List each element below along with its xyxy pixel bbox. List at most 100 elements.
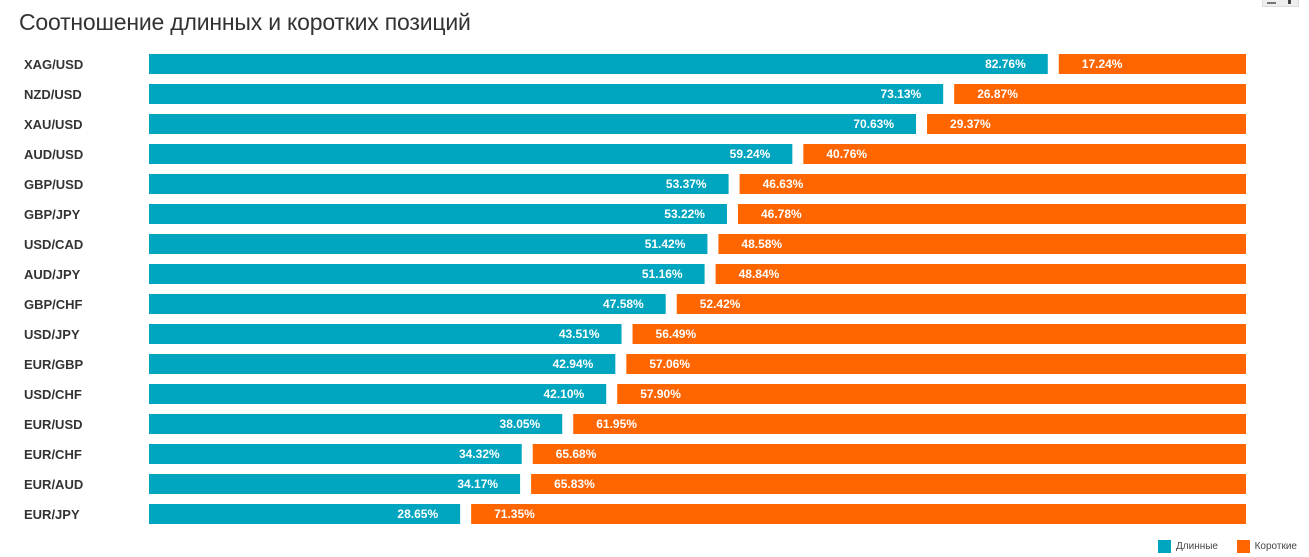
bar-short[interactable] [803, 144, 1246, 164]
bar-long[interactable] [149, 234, 708, 254]
data-label-long: 43.51% [559, 327, 600, 341]
bar-short[interactable] [532, 444, 1246, 464]
bar-row: AUD/USD 59.24% 40.76% [24, 144, 1246, 164]
bar-short[interactable] [737, 204, 1246, 224]
data-label-short: 65.68% [556, 447, 597, 461]
bar-row: USD/JPY 43.51% 56.49% [24, 324, 1246, 344]
bar-long[interactable] [149, 54, 1048, 74]
bar-short[interactable] [573, 414, 1246, 434]
bar-long[interactable] [149, 414, 563, 434]
bar-row: NZD/USD 73.13% 26.87% [24, 84, 1246, 104]
data-label-long: 47.58% [603, 297, 644, 311]
data-label-short: 57.06% [649, 357, 690, 371]
bar-long[interactable] [149, 354, 616, 374]
bar-row: EUR/GBP 42.94% 57.06% [24, 354, 1246, 374]
minimize-button[interactable] [1263, 0, 1280, 6]
legend-label-short: Короткие [1254, 540, 1297, 552]
bar-short[interactable] [632, 324, 1246, 344]
data-label-long: 70.63% [853, 117, 894, 131]
bar-long[interactable] [149, 474, 521, 494]
bar-long[interactable] [149, 264, 705, 284]
menu-icon [1288, 0, 1291, 4]
bar-short[interactable] [676, 294, 1246, 314]
category-label: XAU/USD [24, 117, 83, 132]
data-label-long: 28.65% [397, 507, 438, 521]
bar-row: GBP/JPY 53.22% 46.78% [24, 204, 1246, 224]
data-label-short: 61.95% [596, 417, 637, 431]
bar-long[interactable] [149, 324, 622, 344]
data-label-short: 48.84% [739, 267, 780, 281]
bar-row: EUR/JPY 28.65% 71.35% [24, 504, 1246, 524]
bar-long[interactable] [149, 114, 917, 134]
data-label-long: 82.76% [985, 57, 1026, 71]
category-label: EUR/GBP [24, 357, 84, 372]
category-label: GBP/CHF [24, 297, 83, 312]
bar-short[interactable] [1058, 54, 1246, 74]
category-label: USD/CHF [24, 387, 82, 402]
bar-short[interactable] [927, 114, 1246, 134]
bar-long[interactable] [149, 384, 607, 404]
data-label-short: 46.78% [761, 207, 802, 221]
data-label-short: 57.90% [640, 387, 681, 401]
data-label-short: 71.35% [494, 507, 535, 521]
bar-short[interactable] [617, 384, 1246, 404]
category-label: GBP/JPY [24, 207, 81, 222]
bar-short[interactable] [715, 264, 1246, 284]
legend-swatch-short [1236, 539, 1250, 553]
bar-long[interactable] [149, 204, 727, 224]
bar-short[interactable] [531, 474, 1246, 494]
chart-toolbar [1262, 0, 1299, 7]
data-label-long: 51.16% [642, 267, 683, 281]
legend-item-long[interactable]: Длинные [1158, 539, 1218, 553]
bar-short[interactable] [954, 84, 1246, 104]
bar-row: EUR/USD 38.05% 61.95% [24, 414, 1246, 434]
legend-item-short[interactable]: Короткие [1236, 539, 1297, 553]
category-label: GBP/USD [24, 177, 83, 192]
data-label-long: 42.94% [553, 357, 594, 371]
data-label-short: 29.37% [950, 117, 991, 131]
bar-short[interactable] [626, 354, 1246, 374]
bar-row: XAG/USD 82.76% 17.24% [24, 54, 1246, 74]
data-label-short: 40.76% [826, 147, 867, 161]
bar-short[interactable] [739, 174, 1246, 194]
bar-row: EUR/AUD 34.17% 65.83% [24, 474, 1246, 494]
data-label-short: 48.58% [741, 237, 782, 251]
bar-row: GBP/USD 53.37% 46.63% [24, 174, 1246, 194]
data-label-long: 73.13% [880, 87, 921, 101]
bar-short[interactable] [718, 234, 1246, 254]
minimize-icon [1267, 2, 1276, 4]
data-label-short: 17.24% [1082, 57, 1123, 71]
data-label-long: 53.37% [666, 177, 707, 191]
data-label-short: 56.49% [656, 327, 697, 341]
bar-long[interactable] [149, 174, 729, 194]
legend-swatch-long [1158, 539, 1171, 553]
data-label-short: 52.42% [700, 297, 741, 311]
category-label: USD/JPY [24, 327, 80, 342]
data-label-short: 46.63% [763, 177, 804, 191]
bar-short[interactable] [471, 504, 1246, 524]
category-label: EUR/JPY [24, 507, 80, 522]
data-label-long: 59.24% [730, 147, 771, 161]
category-label: EUR/CHF [24, 447, 82, 462]
data-label-long: 42.10% [544, 387, 585, 401]
bar-long[interactable] [149, 444, 522, 464]
category-label: XAG/USD [24, 57, 83, 72]
bar-row: GBP/CHF 47.58% 52.42% [24, 294, 1246, 314]
bar-long[interactable] [149, 294, 666, 314]
chart-rows: XAG/USD 82.76% 17.24% NZD/USD 73.13% 26.87% XA… [24, 54, 1246, 524]
data-label-long: 34.17% [457, 477, 498, 491]
bar-row: AUD/JPY 51.16% 48.84% [24, 264, 1246, 284]
bar-row: EUR/CHF 34.32% 65.68% [24, 444, 1246, 464]
bar-long[interactable] [149, 84, 944, 104]
bar-long[interactable] [149, 144, 793, 164]
data-label-long: 51.42% [645, 237, 686, 251]
bar-row: USD/CAD 51.42% 48.58% [24, 234, 1246, 254]
data-label-short: 26.87% [977, 87, 1018, 101]
menu-button[interactable] [1281, 0, 1298, 6]
bar-long[interactable] [149, 504, 461, 524]
data-label-long: 53.22% [664, 207, 705, 221]
category-label: USD/CAD [24, 237, 83, 252]
legend-label-long: Длинные [1176, 540, 1218, 552]
bar-row: USD/CHF 42.10% 57.90% [24, 384, 1246, 404]
